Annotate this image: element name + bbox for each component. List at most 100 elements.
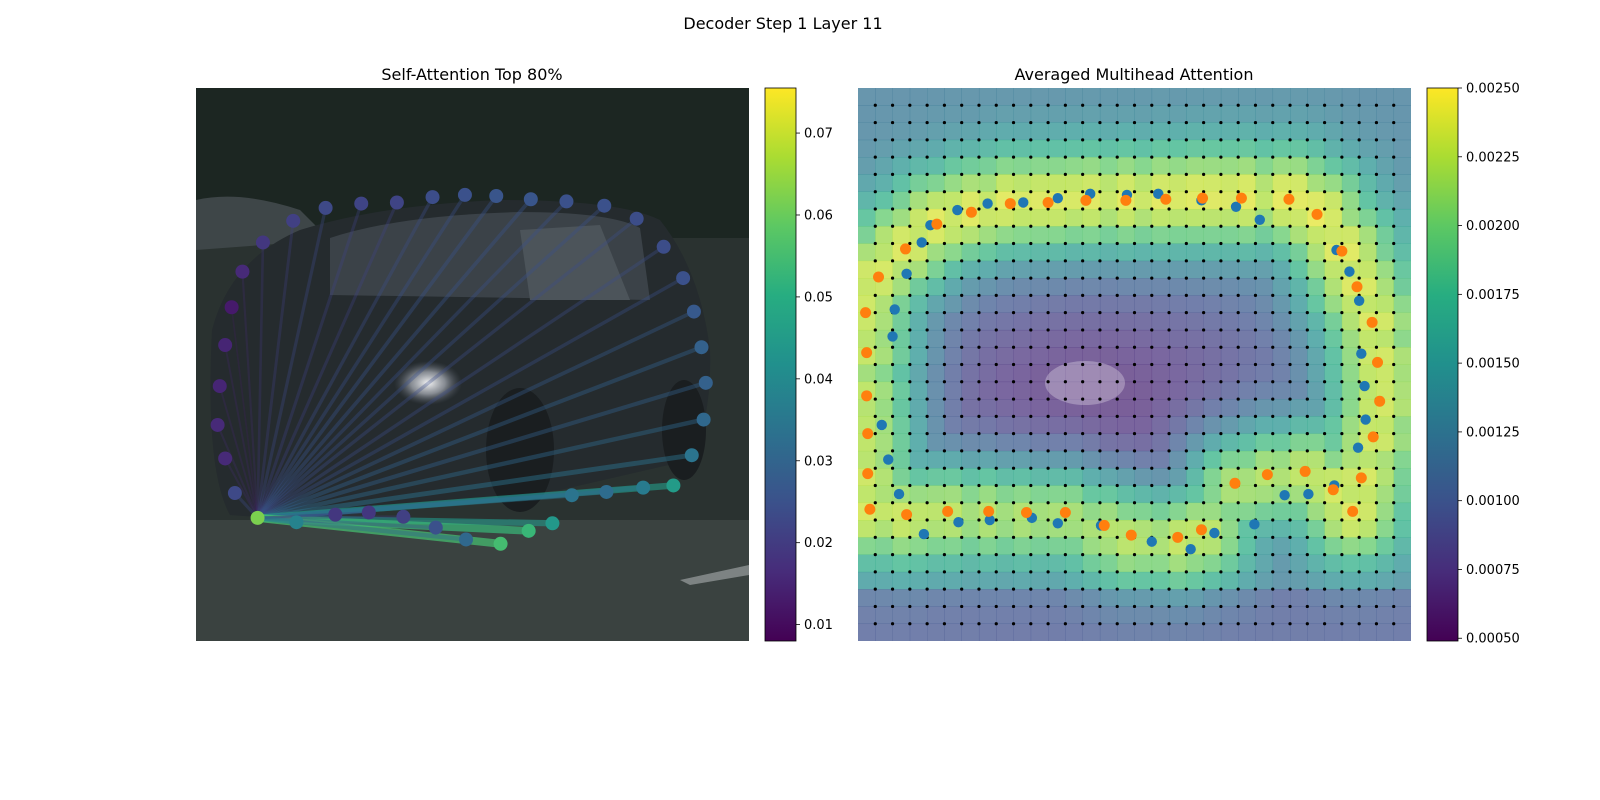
grid-dot — [1305, 259, 1309, 263]
heatmap-cell — [1065, 226, 1083, 244]
heatmap-cell — [1203, 174, 1222, 192]
heatmap-cell — [1065, 399, 1083, 417]
grid-dot — [1081, 224, 1085, 228]
heatmap-cell — [1393, 623, 1411, 641]
polygon-point — [545, 516, 560, 531]
heatmap-cell — [1359, 589, 1377, 607]
polygon-point — [361, 505, 376, 520]
orange-point — [862, 468, 874, 480]
right-colorbar-tick-label: 0.00075 — [1466, 563, 1520, 578]
grid-dot — [994, 120, 998, 125]
heatmap-cell — [1290, 329, 1308, 348]
blue-point — [876, 419, 887, 431]
heatmap-cell — [1169, 623, 1187, 641]
grid-dot — [1305, 276, 1309, 280]
heatmap-cell — [1359, 139, 1377, 158]
grid-dot — [1219, 466, 1223, 470]
heatmap-cell — [1324, 260, 1343, 279]
grid-dot — [1322, 604, 1327, 609]
grid-dot — [1340, 414, 1344, 418]
heatmap-cell — [1324, 554, 1343, 573]
grid-dot — [1305, 207, 1309, 211]
blue-point — [1279, 489, 1290, 501]
orange-point — [1336, 245, 1348, 257]
heatmap-cell — [1117, 606, 1135, 625]
heatmap-cell — [875, 139, 893, 158]
grid-dot — [1236, 570, 1240, 574]
right-colorbar-tick-label: 0.00100 — [1466, 494, 1520, 509]
grid-dot — [1236, 276, 1240, 280]
heatmap-cell — [1169, 589, 1187, 607]
grid-dot — [1305, 241, 1309, 246]
grid-dot — [1357, 535, 1361, 539]
heatmap-cell — [1255, 450, 1274, 469]
grid-dot — [1063, 604, 1067, 609]
grid-dot — [873, 120, 877, 125]
heatmap-cell — [1082, 88, 1101, 106]
grid-dot — [1219, 155, 1223, 159]
heatmap-cell — [1307, 174, 1325, 192]
heatmap-cell — [1341, 468, 1360, 486]
grid-dot — [960, 622, 964, 626]
heatmap-cell — [858, 606, 876, 625]
grid-dot — [1288, 276, 1292, 280]
grid-dot — [1374, 552, 1379, 557]
grid-dot — [1288, 328, 1292, 332]
grid-dot — [942, 414, 947, 418]
grid-dot — [1132, 622, 1137, 626]
grid-dot — [1392, 259, 1396, 263]
heatmap-cell — [1151, 416, 1170, 434]
heatmap-cell — [875, 433, 893, 452]
orange-point — [1020, 506, 1032, 518]
heatmap-cell — [1341, 520, 1360, 538]
heatmap-cell — [1393, 139, 1411, 158]
orange-point — [862, 428, 874, 440]
heatmap-cell — [1255, 554, 1274, 573]
grid-dot — [977, 535, 981, 539]
heatmap-cell — [978, 105, 997, 123]
heatmap-cell — [1290, 623, 1308, 641]
attention-line — [218, 385, 259, 519]
grid-dot — [1029, 207, 1033, 211]
grid-dot — [1392, 414, 1396, 418]
grid-dot — [1322, 241, 1327, 246]
grid-dot — [1150, 138, 1154, 142]
grid-dot — [1115, 622, 1119, 626]
grid-dot — [1167, 207, 1171, 211]
heatmap-cell — [978, 243, 997, 262]
heatmap-cell — [1082, 520, 1101, 538]
grid-dot — [1305, 483, 1309, 488]
grid-dot — [994, 466, 998, 470]
grid-dot — [1011, 432, 1016, 436]
heatmap-cell — [858, 208, 876, 227]
grid-dot — [890, 293, 895, 297]
grid-dot — [1029, 449, 1033, 453]
grid-dot — [1322, 190, 1327, 194]
grid-dot — [1271, 535, 1275, 539]
grid-dot — [1374, 483, 1379, 488]
heatmap-cell — [1203, 537, 1222, 555]
heatmap-cell — [1307, 416, 1325, 434]
heatmap-cell — [892, 399, 911, 417]
grid-dot — [873, 259, 877, 263]
heatmap-cell — [1151, 243, 1170, 262]
heatmap-cell — [1117, 88, 1135, 106]
grid-dot — [994, 535, 998, 539]
heatmap-cell — [1324, 226, 1343, 244]
grid-dot — [890, 380, 895, 384]
heatmap-cell — [1324, 139, 1343, 158]
heatmap-cell — [1238, 364, 1256, 383]
heatmap-cell — [961, 88, 980, 106]
heatmap-cell — [1082, 312, 1101, 331]
heatmap-cell — [961, 105, 980, 123]
grid-dot — [1011, 466, 1016, 470]
heatmap-cell — [1203, 399, 1222, 417]
grid-dot — [1184, 501, 1188, 505]
grid-dot — [1392, 570, 1396, 574]
heatmap-cell — [1272, 260, 1291, 279]
grid-dot — [994, 172, 998, 177]
grid-dot — [873, 224, 877, 228]
grid-dot — [1184, 570, 1188, 574]
grid-dot — [1167, 276, 1171, 280]
grid-dot — [942, 190, 947, 194]
